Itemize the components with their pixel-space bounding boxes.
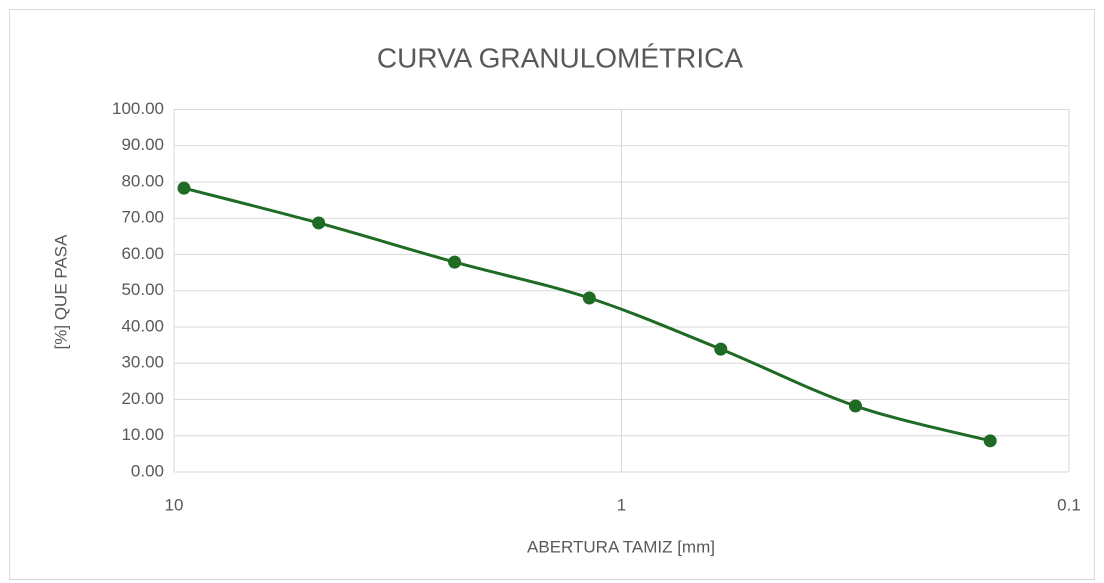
x-tick-label: 1: [617, 495, 626, 514]
y-tick-label: 40.00: [121, 316, 164, 335]
y-tick-label: 10.00: [121, 425, 164, 444]
y-tick-label: 100.00: [112, 99, 164, 118]
y-tick-label: 50.00: [121, 280, 164, 299]
y-tick-label: 90.00: [121, 135, 164, 154]
chart-title: CURVA GRANULOMÉTRICA: [377, 42, 743, 73]
data-point: [983, 434, 997, 448]
y-tick-label: 0.00: [131, 461, 164, 480]
data-point: [714, 342, 728, 356]
x-tick-label: 0.1: [1057, 495, 1081, 514]
y-tick-label: 80.00: [121, 171, 164, 190]
x-tick-label: 10: [165, 495, 184, 514]
data-point: [177, 181, 191, 195]
chart-border: [9, 9, 1095, 580]
y-tick-label: 60.00: [121, 244, 164, 263]
x-axis-label: ABERTURA TAMIZ [mm]: [527, 537, 715, 556]
y-tick-label: 70.00: [121, 208, 164, 227]
y-axis-label: [%] QUE PASA: [51, 234, 70, 350]
y-tick-label: 30.00: [121, 353, 164, 372]
y-tick-label: 20.00: [121, 389, 164, 408]
data-point: [448, 255, 462, 269]
data-point: [582, 291, 596, 305]
data-point: [848, 399, 862, 413]
data-point: [312, 216, 326, 230]
